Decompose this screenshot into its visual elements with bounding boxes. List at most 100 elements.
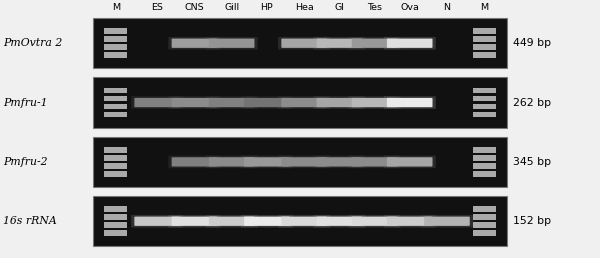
- Bar: [104, 104, 127, 109]
- FancyBboxPatch shape: [206, 37, 258, 50]
- FancyBboxPatch shape: [241, 215, 293, 228]
- Text: Gill: Gill: [224, 3, 239, 12]
- Bar: [104, 28, 127, 34]
- Bar: [473, 36, 496, 42]
- FancyBboxPatch shape: [313, 156, 365, 168]
- Text: Hea: Hea: [295, 3, 314, 12]
- FancyBboxPatch shape: [349, 215, 401, 228]
- FancyBboxPatch shape: [349, 156, 401, 168]
- FancyBboxPatch shape: [317, 157, 362, 167]
- FancyBboxPatch shape: [244, 217, 290, 226]
- Text: Pmfru-2: Pmfru-2: [3, 157, 47, 167]
- FancyBboxPatch shape: [349, 96, 401, 109]
- Text: 262 bp: 262 bp: [513, 98, 551, 108]
- FancyBboxPatch shape: [383, 37, 436, 50]
- Bar: [473, 155, 496, 161]
- FancyBboxPatch shape: [209, 157, 254, 167]
- FancyBboxPatch shape: [352, 157, 397, 167]
- FancyBboxPatch shape: [278, 37, 330, 50]
- Bar: [93, 77, 507, 128]
- FancyBboxPatch shape: [352, 38, 397, 48]
- Bar: [473, 104, 496, 109]
- FancyBboxPatch shape: [387, 38, 433, 48]
- Bar: [104, 230, 127, 236]
- Text: HP: HP: [260, 3, 273, 12]
- FancyBboxPatch shape: [387, 217, 433, 226]
- FancyBboxPatch shape: [281, 98, 327, 107]
- FancyBboxPatch shape: [383, 215, 436, 228]
- Text: 16s rRNA: 16s rRNA: [3, 216, 57, 226]
- FancyBboxPatch shape: [383, 96, 436, 109]
- FancyBboxPatch shape: [424, 217, 470, 226]
- FancyBboxPatch shape: [169, 37, 220, 50]
- FancyBboxPatch shape: [244, 98, 290, 107]
- FancyBboxPatch shape: [317, 217, 362, 226]
- Bar: [104, 88, 127, 93]
- Bar: [473, 206, 496, 212]
- FancyBboxPatch shape: [241, 156, 293, 168]
- FancyBboxPatch shape: [278, 156, 330, 168]
- Text: 345 bp: 345 bp: [513, 157, 551, 167]
- FancyBboxPatch shape: [383, 156, 436, 168]
- Bar: [473, 28, 496, 34]
- Text: GI: GI: [334, 3, 344, 12]
- Text: Pmfru-1: Pmfru-1: [3, 98, 47, 108]
- FancyBboxPatch shape: [241, 96, 293, 109]
- FancyBboxPatch shape: [169, 96, 220, 109]
- Bar: [104, 171, 127, 177]
- FancyBboxPatch shape: [387, 157, 433, 167]
- FancyBboxPatch shape: [206, 156, 258, 168]
- FancyBboxPatch shape: [281, 38, 327, 48]
- FancyBboxPatch shape: [131, 96, 183, 109]
- Bar: [473, 44, 496, 50]
- FancyBboxPatch shape: [278, 96, 330, 109]
- Text: 152 bp: 152 bp: [513, 216, 551, 226]
- Bar: [473, 163, 496, 169]
- Text: ES: ES: [151, 3, 163, 12]
- Bar: [104, 147, 127, 153]
- FancyBboxPatch shape: [172, 157, 217, 167]
- Bar: [104, 163, 127, 169]
- Bar: [93, 137, 507, 187]
- Bar: [104, 206, 127, 212]
- FancyBboxPatch shape: [172, 98, 217, 107]
- Text: M: M: [480, 3, 488, 12]
- Bar: [473, 171, 496, 177]
- FancyBboxPatch shape: [206, 96, 258, 109]
- FancyBboxPatch shape: [317, 38, 362, 48]
- Bar: [93, 196, 507, 246]
- Bar: [104, 112, 127, 117]
- FancyBboxPatch shape: [387, 98, 433, 107]
- Text: Ova: Ova: [400, 3, 419, 12]
- FancyBboxPatch shape: [281, 157, 327, 167]
- Bar: [104, 36, 127, 42]
- Bar: [104, 214, 127, 220]
- FancyBboxPatch shape: [172, 38, 217, 48]
- FancyBboxPatch shape: [278, 215, 330, 228]
- FancyBboxPatch shape: [281, 217, 327, 226]
- Text: PmOvtra 2: PmOvtra 2: [3, 38, 62, 48]
- FancyBboxPatch shape: [209, 98, 254, 107]
- FancyBboxPatch shape: [209, 38, 254, 48]
- FancyBboxPatch shape: [352, 98, 397, 107]
- Text: N: N: [443, 3, 451, 12]
- Text: 449 bp: 449 bp: [513, 38, 551, 48]
- FancyBboxPatch shape: [134, 217, 180, 226]
- FancyBboxPatch shape: [131, 215, 183, 228]
- Bar: [473, 222, 496, 228]
- FancyBboxPatch shape: [349, 37, 401, 50]
- Bar: [473, 88, 496, 93]
- Text: M: M: [112, 3, 120, 12]
- Bar: [473, 147, 496, 153]
- FancyBboxPatch shape: [206, 215, 258, 228]
- FancyBboxPatch shape: [134, 98, 180, 107]
- FancyBboxPatch shape: [169, 156, 220, 168]
- FancyBboxPatch shape: [317, 98, 362, 107]
- Bar: [93, 18, 507, 68]
- Bar: [104, 222, 127, 228]
- FancyBboxPatch shape: [313, 96, 365, 109]
- Bar: [473, 52, 496, 58]
- FancyBboxPatch shape: [244, 157, 290, 167]
- FancyBboxPatch shape: [209, 217, 254, 226]
- Bar: [104, 52, 127, 58]
